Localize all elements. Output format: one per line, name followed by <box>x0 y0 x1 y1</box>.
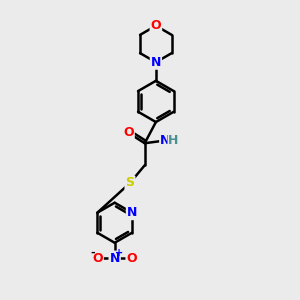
Text: O: O <box>92 252 103 265</box>
Text: O: O <box>151 19 161 32</box>
Text: -: - <box>90 248 94 258</box>
Text: S: S <box>125 176 134 190</box>
Text: N: N <box>151 56 161 69</box>
Text: O: O <box>126 252 137 265</box>
Text: N: N <box>160 134 170 147</box>
Text: N: N <box>110 252 120 265</box>
Text: O: O <box>123 126 134 140</box>
Text: H: H <box>168 134 178 147</box>
Text: N: N <box>127 206 137 219</box>
Text: +: + <box>115 248 123 258</box>
